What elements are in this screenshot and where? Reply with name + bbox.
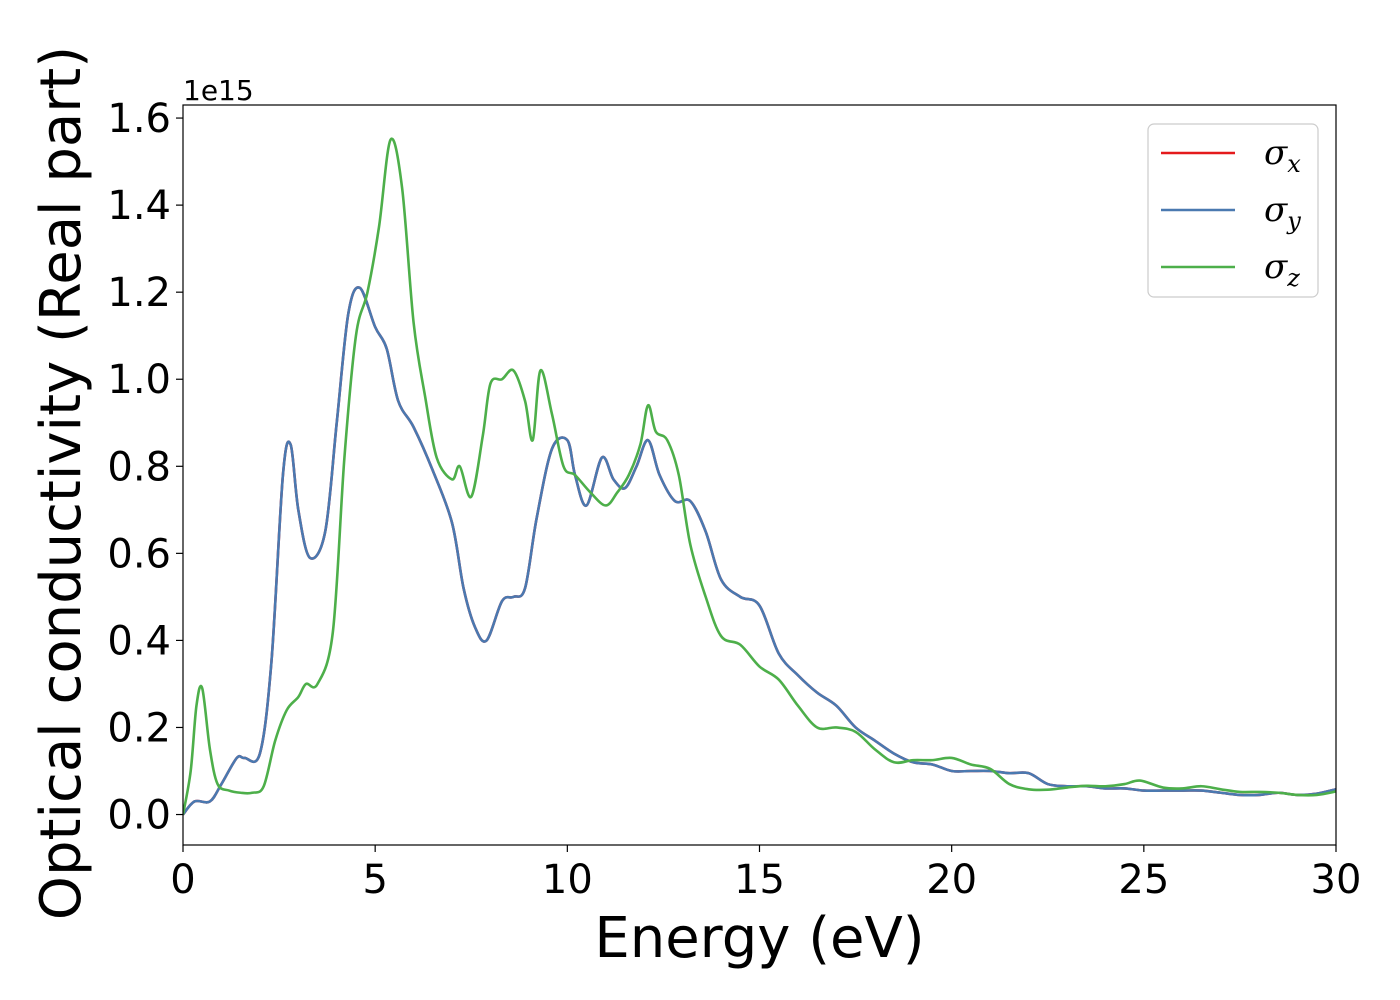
x-axis-label: Energy (eV) xyxy=(594,906,924,971)
x-tick-label: 10 xyxy=(542,857,593,903)
x-tick-label: 30 xyxy=(1311,857,1362,903)
x-tick-label: 25 xyxy=(1118,857,1169,903)
y-offset-label: 1e15 xyxy=(183,74,254,107)
y-tick-label: 0.4 xyxy=(107,618,171,664)
x-tick-label: 15 xyxy=(734,857,785,903)
x-tick-label: 20 xyxy=(926,857,977,903)
legend: σx σy σz xyxy=(1147,123,1319,298)
y-tick-label: 0.6 xyxy=(107,531,171,577)
x-tick-label: 0 xyxy=(170,857,195,903)
y-tick-label: 1.0 xyxy=(107,357,171,403)
y-tick-label: 0.2 xyxy=(107,705,171,751)
y-tick-label: 1.4 xyxy=(107,183,171,229)
x-tick-label: 5 xyxy=(362,857,387,903)
y-tick-label: 1.2 xyxy=(107,270,171,316)
y-axis-ticks: 0.0 0.2 0.4 0.6 0.8 1.0 1.2 1.4 1.6 xyxy=(107,96,183,839)
y-tick-label: 0.8 xyxy=(107,444,171,490)
x-axis-ticks: 0 5 10 15 20 25 30 xyxy=(170,845,1361,903)
y-axis-label: Optical conductivity (Real part) xyxy=(29,46,94,920)
legend-label-x: σx xyxy=(1264,133,1301,178)
y-tick-label: 0.0 xyxy=(107,793,171,839)
series-layer xyxy=(183,137,1336,816)
series-line-z xyxy=(183,137,1336,815)
y-tick-label: 1.6 xyxy=(107,96,171,142)
legend-label-z: σz xyxy=(1264,247,1300,292)
legend-label-y: σy xyxy=(1264,190,1301,235)
